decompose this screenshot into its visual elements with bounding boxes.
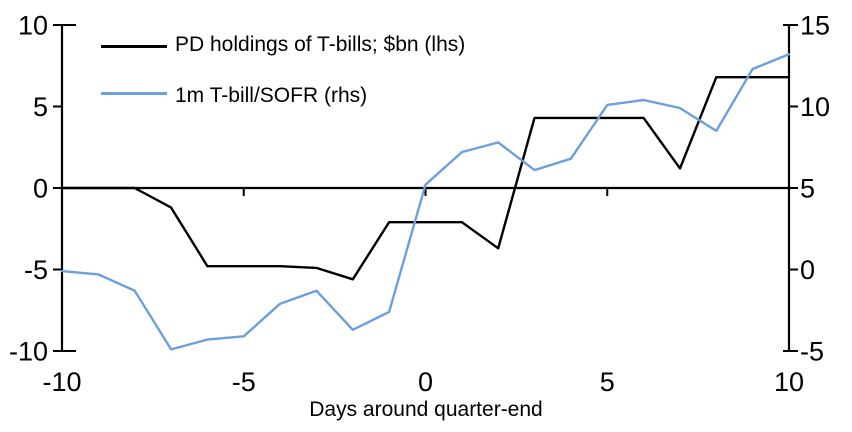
x-axis-tick-label: -5 [232, 367, 256, 397]
legend-label-tbill-sofr: 1m T-bill/SOFR (rhs) [175, 84, 368, 107]
x-axis-tick-label: 5 [600, 367, 615, 397]
x-axis-tick-label: -10 [42, 367, 81, 397]
x-axis-tick-label: 0 [418, 367, 433, 397]
left-axis-tick-label: 5 [33, 92, 48, 122]
legend-line-sample-blue [101, 92, 167, 95]
x-axis-title: Days around quarter-end [309, 398, 543, 421]
right-axis-tick-label: 15 [800, 11, 830, 41]
series-line-tbill-sofr [60, 53, 791, 351]
left-axis-tick-label: -10 [9, 337, 48, 367]
x-axis-tick-label: 10 [774, 367, 804, 397]
series-line-pd-holdings [60, 75, 791, 281]
right-axis-tick-label: -5 [800, 337, 824, 367]
left-axis-tick-label: -5 [24, 255, 48, 285]
right-axis-tick-label: 0 [800, 255, 815, 285]
legend-line-sample-black [101, 45, 167, 48]
left-axis-tick-label: 0 [33, 174, 48, 204]
legend-label-pd-holdings: PD holdings of T-bills; $bn (lhs) [175, 33, 466, 56]
right-axis-tick-label: 10 [800, 92, 830, 122]
left-axis-tick-label: 10 [18, 11, 48, 41]
right-axis-tick-label: 5 [800, 174, 815, 204]
